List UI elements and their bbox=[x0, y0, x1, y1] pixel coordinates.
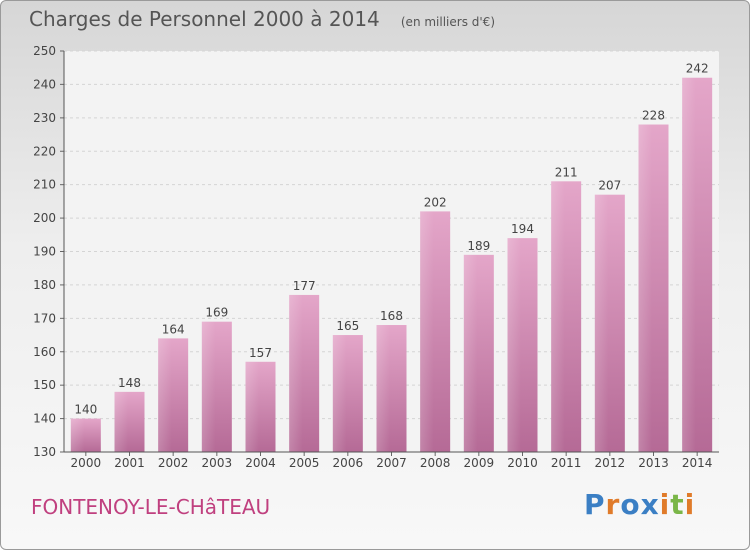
bar-highlight bbox=[551, 181, 565, 452]
bar-highlight bbox=[245, 361, 259, 452]
x-tick-label: 2003 bbox=[202, 456, 233, 470]
axes bbox=[60, 50, 719, 456]
y-tick-label: 130 bbox=[33, 445, 56, 459]
bar-highlight bbox=[289, 294, 303, 452]
y-tick-label: 210 bbox=[33, 178, 56, 192]
bar-value-label: 140 bbox=[74, 403, 97, 417]
bar-value-label: 242 bbox=[686, 62, 709, 76]
bar-highlight bbox=[682, 77, 696, 452]
bar-highlight bbox=[463, 254, 478, 452]
y-tick-label: 180 bbox=[33, 278, 56, 292]
bar-highlight bbox=[70, 418, 85, 452]
bar-value-label: 189 bbox=[467, 239, 490, 253]
bar-value-label: 202 bbox=[424, 195, 447, 209]
logo-letter: r bbox=[605, 488, 621, 521]
bar-value-label: 169 bbox=[205, 306, 228, 320]
bar-highlight bbox=[332, 335, 347, 452]
bar-highlight bbox=[594, 194, 609, 453]
x-tick-label: 2002 bbox=[158, 456, 189, 470]
bars bbox=[70, 77, 713, 453]
bar-highlight bbox=[114, 391, 128, 452]
bar-highlight bbox=[638, 124, 652, 453]
x-tick-label: 2000 bbox=[71, 456, 102, 470]
bar-value-label: 211 bbox=[555, 165, 578, 179]
proxiti-logo: Proxiti bbox=[584, 488, 695, 521]
y-tick-label: 160 bbox=[33, 345, 56, 359]
x-tick-label: 2012 bbox=[595, 456, 626, 470]
x-tick-label: 2004 bbox=[245, 456, 276, 470]
y-tick-label: 240 bbox=[33, 77, 56, 91]
x-tick-label: 2005 bbox=[289, 456, 320, 470]
bar-value-label: 165 bbox=[336, 319, 359, 333]
bar-value-label: 164 bbox=[162, 322, 185, 336]
y-tick-label: 250 bbox=[33, 44, 56, 58]
logo-letter: i bbox=[659, 488, 671, 521]
bar-value-label: 194 bbox=[511, 222, 534, 236]
bar-highlight bbox=[201, 321, 216, 452]
x-tick-label: 2007 bbox=[376, 456, 407, 470]
bar-highlight bbox=[507, 238, 521, 452]
y-tick-label: 150 bbox=[33, 378, 56, 392]
x-tick-label: 2013 bbox=[638, 456, 669, 470]
x-tick-label: 2006 bbox=[333, 456, 364, 470]
x-tick-label: 2001 bbox=[114, 456, 145, 470]
bar-highlight bbox=[158, 338, 172, 452]
bar-value-label: 168 bbox=[380, 309, 403, 323]
x-tick-label: 2009 bbox=[464, 456, 495, 470]
title-row: Charges de Personnel 2000 à 2014 (en mil… bbox=[29, 7, 495, 31]
logo-letter: o bbox=[620, 488, 641, 521]
y-tick-label: 140 bbox=[33, 412, 56, 426]
y-tick-label: 220 bbox=[33, 144, 56, 158]
logo-letter: P bbox=[584, 488, 606, 521]
bar-highlight bbox=[420, 211, 434, 452]
bar-value-label: 148 bbox=[118, 376, 141, 390]
place-label: FONTENOY-LE-CHâTEAU bbox=[31, 495, 271, 519]
chart-subtitle: (en milliers d'€) bbox=[400, 15, 495, 29]
labels: 130 140 150 160 170 180 190 200 210 220 230 240 250 1… bbox=[33, 44, 712, 470]
bar-value-label: 177 bbox=[293, 279, 316, 293]
bar-highlight bbox=[376, 325, 390, 452]
bar-value-label: 207 bbox=[598, 179, 621, 193]
x-tick-label: 2011 bbox=[551, 456, 582, 470]
logo-letter: t bbox=[670, 488, 685, 521]
y-tick-label: 230 bbox=[33, 111, 56, 125]
x-tick-label: 2014 bbox=[682, 456, 713, 470]
y-tick-label: 170 bbox=[33, 311, 56, 325]
bar-value-label: 228 bbox=[642, 109, 665, 123]
logo-letter: i bbox=[684, 488, 696, 521]
chart-title: Charges de Personnel 2000 à 2014 bbox=[29, 7, 380, 31]
x-tick-label: 2010 bbox=[507, 456, 538, 470]
y-tick-label: 190 bbox=[33, 245, 56, 259]
x-tick-label: 2008 bbox=[420, 456, 451, 470]
bar-value-label: 157 bbox=[249, 346, 272, 360]
y-tick-label: 200 bbox=[33, 211, 56, 225]
logo-letter: x bbox=[640, 488, 660, 521]
